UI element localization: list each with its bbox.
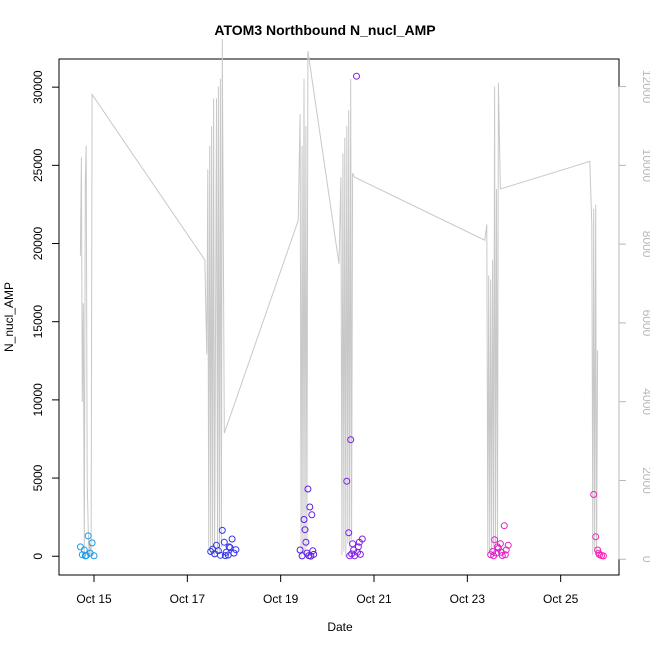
data-point bbox=[306, 503, 314, 511]
x-tick-label: Oct 17 bbox=[170, 592, 206, 606]
data-point bbox=[307, 552, 315, 560]
data-point bbox=[489, 548, 497, 555]
y-axis-label: N_nucl_AMP bbox=[2, 282, 16, 352]
y-right-tick-label: 2000 bbox=[640, 467, 650, 494]
x-tick-label: Oct 15 bbox=[76, 592, 112, 606]
data-point bbox=[84, 532, 92, 540]
y-right-tick-label: 4000 bbox=[640, 388, 650, 415]
chart-title: ATOM3 Northbound N_nucl_AMP bbox=[214, 22, 435, 38]
data-point bbox=[76, 543, 84, 551]
data-point bbox=[301, 526, 309, 534]
x-axis: Oct 15 Oct 17 Oct 19 Oct 21 Oct 23 Oct 25 bbox=[76, 574, 579, 606]
data-point bbox=[218, 526, 226, 534]
data-point bbox=[304, 485, 312, 493]
plot-border bbox=[58, 58, 620, 576]
data-point bbox=[504, 541, 512, 549]
data-point bbox=[226, 544, 234, 552]
data-point bbox=[348, 550, 356, 558]
data-point bbox=[232, 546, 240, 554]
data-point bbox=[214, 547, 222, 555]
y-left-tick-label: 15000 bbox=[31, 305, 45, 339]
data-point bbox=[302, 538, 310, 546]
data-point bbox=[308, 511, 316, 519]
series-line bbox=[79, 39, 599, 558]
y-left-tick-label: 10000 bbox=[31, 383, 45, 417]
plot-frame bbox=[58, 58, 620, 576]
y-axis-right: 0 2000 4000 6000 8000 10000 12000 bbox=[618, 70, 650, 563]
data-point bbox=[216, 551, 224, 559]
x-tick-label: Oct 19 bbox=[263, 592, 299, 606]
data-point bbox=[592, 533, 600, 541]
data-point bbox=[501, 551, 509, 559]
y-left-tick-label: 5000 bbox=[31, 464, 45, 491]
y-right-tick-label: 12000 bbox=[640, 70, 650, 104]
data-point bbox=[590, 491, 598, 498]
data-point bbox=[490, 552, 498, 560]
data-point bbox=[345, 529, 353, 537]
x-tick-label: Oct 23 bbox=[450, 592, 486, 606]
data-point bbox=[88, 539, 96, 547]
y-right-tick-label: 6000 bbox=[640, 310, 650, 337]
data-point bbox=[346, 552, 354, 560]
data-point bbox=[498, 552, 506, 559]
x-axis-label: Date bbox=[327, 620, 353, 634]
y-axis-left: 0 5000 10000 15000 20000 25000 30000 bbox=[31, 70, 60, 560]
data-point bbox=[494, 543, 501, 551]
data-point bbox=[353, 72, 360, 80]
y-right-tick-label: 8000 bbox=[640, 231, 650, 258]
data-point bbox=[349, 540, 357, 548]
data-point bbox=[595, 549, 603, 557]
data-point bbox=[347, 436, 355, 444]
data-point bbox=[491, 536, 499, 544]
series-layer bbox=[76, 39, 607, 560]
data-point bbox=[500, 522, 508, 530]
data-point bbox=[81, 552, 89, 560]
data-point bbox=[225, 543, 233, 551]
y-right-tick-label: 10000 bbox=[640, 149, 650, 183]
data-point bbox=[594, 546, 602, 554]
y-left-tick-label: 30000 bbox=[31, 70, 45, 104]
data-point bbox=[350, 546, 358, 554]
data-point bbox=[221, 552, 229, 560]
data-point bbox=[228, 535, 236, 543]
data-point bbox=[220, 538, 228, 546]
y-left-tick-label: 20000 bbox=[31, 227, 45, 261]
x-tick-label: Oct 21 bbox=[356, 592, 392, 606]
data-point bbox=[355, 538, 363, 546]
y-right-tick-label: 0 bbox=[640, 556, 650, 563]
data-point bbox=[343, 477, 351, 485]
data-point bbox=[230, 549, 238, 557]
y-left-tick-label: 25000 bbox=[31, 148, 45, 182]
y-left-tick-label: 0 bbox=[31, 553, 45, 560]
data-point bbox=[296, 546, 304, 554]
data-point bbox=[90, 552, 98, 560]
data-point bbox=[300, 516, 308, 523]
x-tick-label: Oct 25 bbox=[543, 592, 579, 606]
